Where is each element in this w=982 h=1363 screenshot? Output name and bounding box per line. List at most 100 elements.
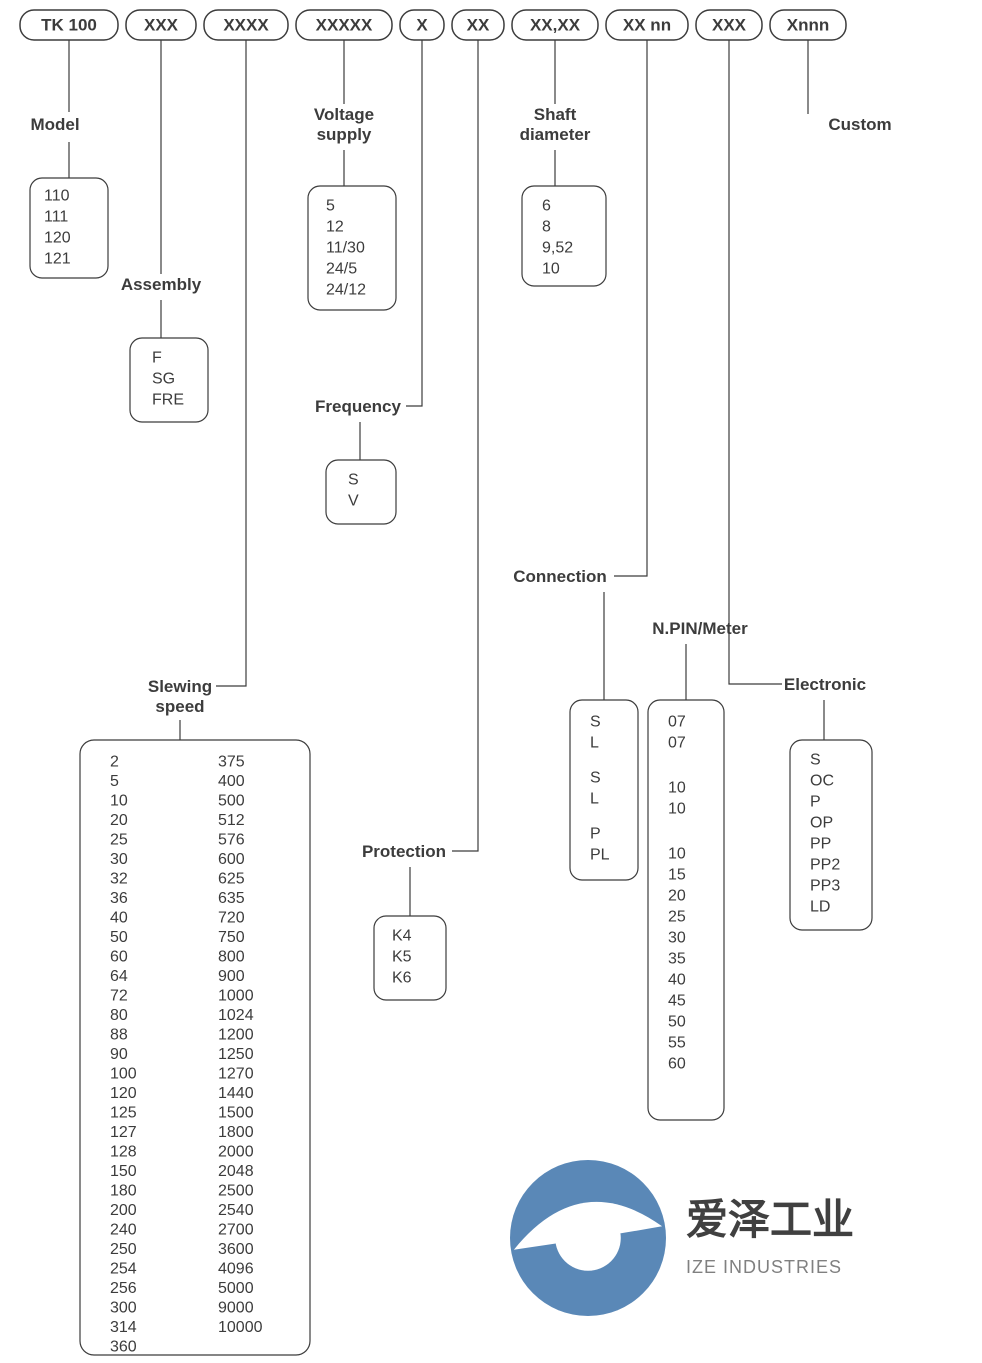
option-shaft: 10: [542, 260, 560, 277]
svg-text:XXXXX: XXXXX: [316, 15, 373, 34]
option-assembly: SG: [152, 370, 175, 387]
option-slewing: 750: [218, 929, 245, 946]
option-slewing: 400: [218, 773, 245, 790]
svg-text:XX nn: XX nn: [623, 15, 671, 34]
option-slewing: 360: [110, 1338, 137, 1355]
heading-assembly: Assembly: [121, 275, 202, 294]
option-slewing: 1024: [218, 1007, 254, 1024]
option-slewing: 300: [110, 1299, 137, 1316]
option-slewing: 30: [110, 851, 128, 868]
option-slewing: 200: [110, 1202, 137, 1219]
svg-text:TK 100: TK 100: [41, 15, 97, 34]
option-slewing: 180: [110, 1182, 137, 1199]
option-slewing: 2048: [218, 1163, 254, 1180]
option-slewing: 250: [110, 1241, 137, 1258]
svg-text:15: 15: [668, 866, 686, 883]
option-voltage: 5: [326, 197, 335, 214]
option-protection: K4: [392, 927, 412, 944]
option-slewing: 1250: [218, 1046, 254, 1063]
svg-text:L: L: [590, 790, 599, 807]
option-slewing: 40: [110, 909, 128, 926]
option-voltage: 12: [326, 218, 344, 235]
option-slewing: 127: [110, 1124, 137, 1141]
svg-text:10: 10: [668, 845, 686, 862]
option-slewing: 800: [218, 948, 245, 965]
option-voltage: 24/12: [326, 281, 366, 298]
option-assembly: F: [152, 349, 162, 366]
option-slewing: 600: [218, 851, 245, 868]
svg-text:XX: XX: [467, 15, 490, 34]
option-slewing: 2: [110, 753, 119, 770]
option-electronic: OP: [810, 814, 833, 831]
svg-text:45: 45: [668, 992, 686, 1009]
option-slewing: 1500: [218, 1104, 254, 1121]
heading-slewing: Slewing: [148, 677, 212, 696]
svg-text:50: 50: [668, 1013, 686, 1030]
option-slewing: 5: [110, 773, 119, 790]
option-assembly: FRE: [152, 391, 184, 408]
option-slewing: 80: [110, 1007, 128, 1024]
option-frequency: V: [348, 492, 359, 509]
option-slewing: 20: [110, 812, 128, 829]
option-slewing: 100: [110, 1065, 137, 1082]
option-slewing: 3600: [218, 1241, 254, 1258]
option-shaft: 9,52: [542, 239, 573, 256]
option-slewing: 375: [218, 753, 245, 770]
option-protection: K5: [392, 948, 412, 965]
svg-text:S: S: [590, 713, 601, 730]
heading-npinmeter: N.PIN/Meter: [652, 619, 748, 638]
option-electronic: PP2: [810, 856, 840, 873]
svg-text:XXX: XXX: [712, 15, 747, 34]
heading-frequency: Frequency: [315, 397, 402, 416]
heading-connection: Connection: [513, 567, 607, 586]
heading-shaft: diameter: [520, 125, 591, 144]
heading-slewing: speed: [155, 697, 204, 716]
option-slewing: 88: [110, 1026, 128, 1043]
option-slewing: 2700: [218, 1221, 254, 1238]
option-slewing: 625: [218, 870, 245, 887]
svg-text:XXXX: XXXX: [223, 15, 269, 34]
option-electronic: OC: [810, 772, 834, 789]
option-slewing: 125: [110, 1104, 137, 1121]
option-slewing: 2000: [218, 1143, 254, 1160]
option-slewing: 10000: [218, 1319, 263, 1336]
ordering-code-diagram: TK 100XXXXXXXXXXXXXXXXX,XXXX nnXXXXnnnMo…: [0, 0, 982, 1363]
option-slewing: 72: [110, 987, 128, 1004]
heading-custom: Custom: [828, 115, 891, 134]
option-slewing: 1800: [218, 1124, 254, 1141]
heading-voltage: Voltage: [314, 105, 374, 124]
svg-text:10: 10: [668, 779, 686, 796]
svg-text:X: X: [416, 15, 428, 34]
option-slewing: 635: [218, 890, 245, 907]
option-slewing: 128: [110, 1143, 137, 1160]
svg-text:XX,XX: XX,XX: [530, 15, 581, 34]
svg-text:40: 40: [668, 971, 686, 988]
svg-text:25: 25: [668, 908, 686, 925]
heading-model: Model: [30, 115, 79, 134]
option-frequency: S: [348, 471, 359, 488]
option-slewing: 256: [110, 1280, 137, 1297]
heading-shaft: Shaft: [534, 105, 577, 124]
option-slewing: 32: [110, 870, 128, 887]
option-slewing: 576: [218, 831, 245, 848]
svg-text:爱泽工业: 爱泽工业: [686, 1196, 854, 1243]
heading-electronic: Electronic: [784, 675, 866, 694]
option-slewing: 50: [110, 929, 128, 946]
option-slewing: 254: [110, 1260, 137, 1277]
option-model: 120: [44, 229, 71, 246]
option-shaft: 8: [542, 218, 551, 235]
option-voltage: 11/30: [326, 239, 365, 256]
option-slewing: 1000: [218, 987, 254, 1004]
option-slewing: 2500: [218, 1182, 254, 1199]
option-slewing: 120: [110, 1085, 137, 1102]
option-slewing: 500: [218, 792, 245, 809]
options-box-npinmeter: [648, 700, 724, 1120]
option-electronic: PP: [810, 835, 831, 852]
option-slewing: 5000: [218, 1280, 254, 1297]
option-slewing: 1200: [218, 1026, 254, 1043]
svg-text:35: 35: [668, 950, 686, 967]
option-slewing: 314: [110, 1319, 137, 1336]
option-slewing: 2540: [218, 1202, 254, 1219]
option-electronic: P: [810, 793, 821, 810]
option-electronic: LD: [810, 898, 830, 915]
